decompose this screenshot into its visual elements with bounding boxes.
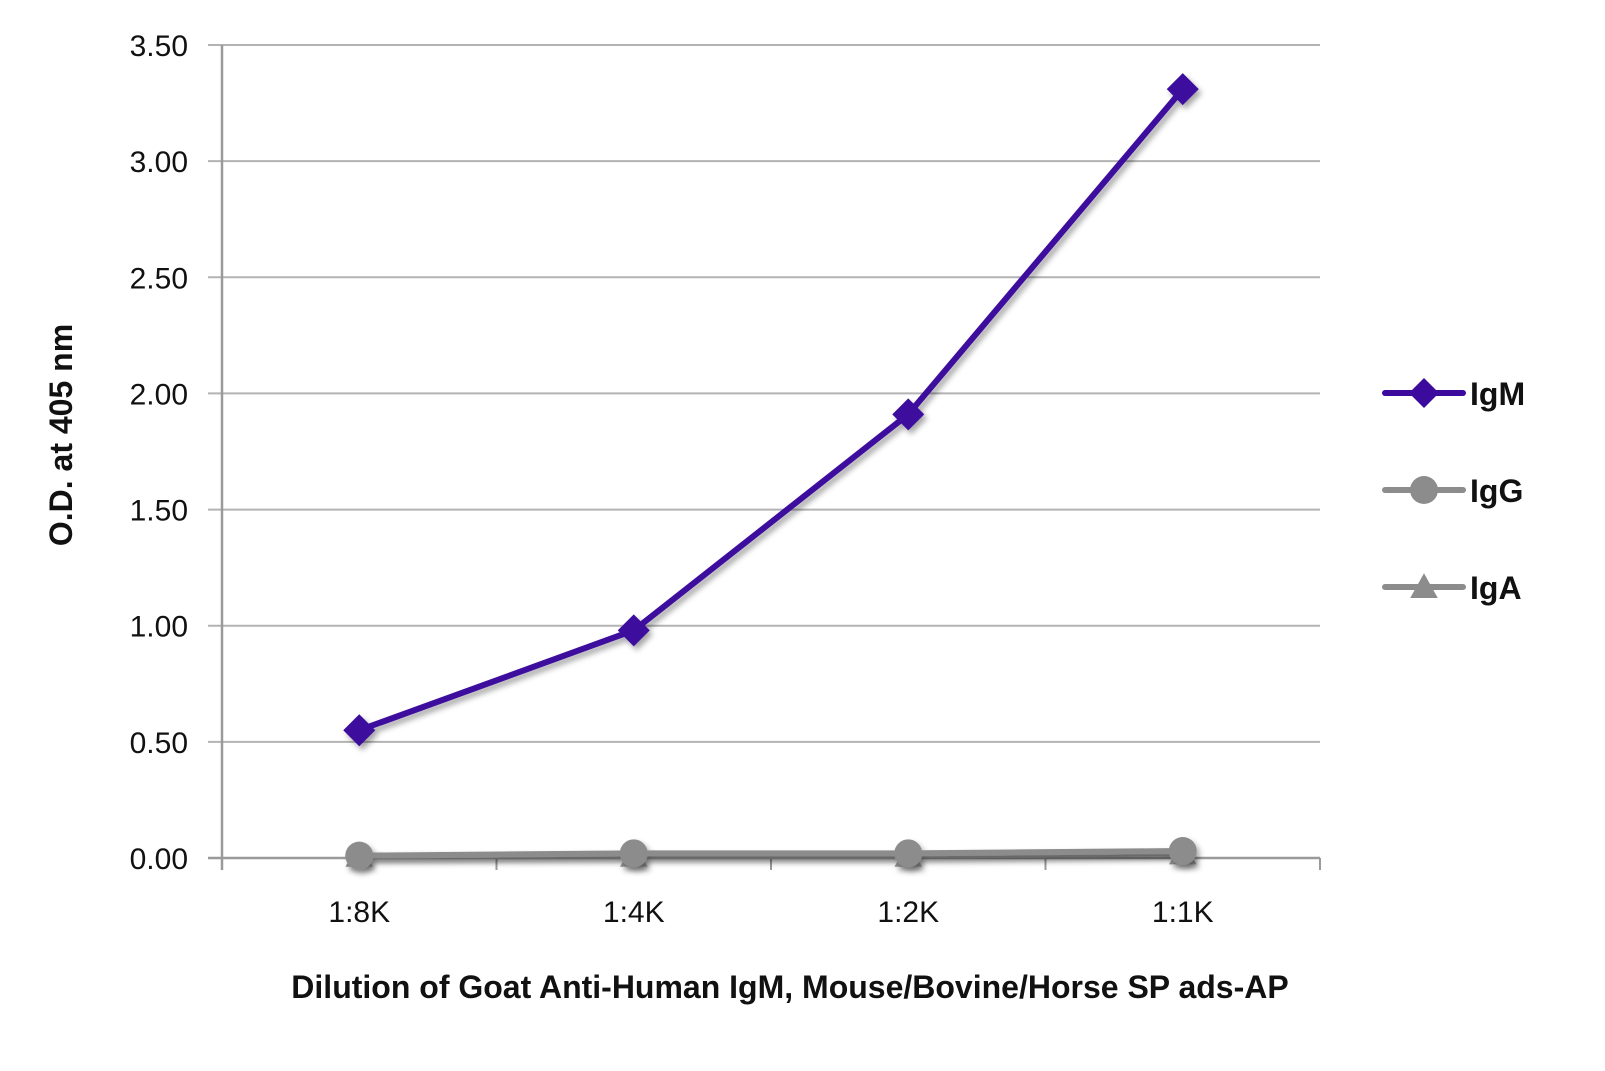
data-point-diamond xyxy=(617,614,650,647)
data-point-circle xyxy=(619,839,648,868)
y-tick-label: 3.00 xyxy=(130,146,188,179)
x-tick-label: 1:2K xyxy=(877,896,939,929)
legend-label: IgG xyxy=(1470,473,1523,509)
data-point-diamond xyxy=(343,714,376,747)
series-igm xyxy=(343,73,1199,747)
series-group xyxy=(343,73,1199,870)
x-tick-label: 1:8K xyxy=(328,896,390,929)
y-tick-label: 1.50 xyxy=(130,495,188,528)
x-axis-title: Dilution of Goat Anti-Human IgM, Mouse/B… xyxy=(291,969,1288,1005)
y-tick-label: 0.50 xyxy=(130,727,188,760)
legend-item-iga: IgA xyxy=(1382,570,1522,606)
axes: 0.00 0.50 1.00 1.50 2.00 2.50 3.00 3.50 1:8K 1:4K… xyxy=(130,30,1321,929)
legend-item-igm: IgM xyxy=(1382,376,1525,412)
data-point-diamond xyxy=(1409,378,1439,408)
y-tick-label: 2.50 xyxy=(130,262,188,295)
y-tick-label: 0.00 xyxy=(130,843,188,876)
data-point-circle xyxy=(345,841,374,870)
legend: IgM IgG IgA xyxy=(1382,376,1525,606)
data-point-triangle xyxy=(1410,573,1438,599)
y-axis-title: O.D. at 405 nm xyxy=(43,324,79,546)
x-tick-label: 1:4K xyxy=(603,896,665,929)
series-line-igg xyxy=(356,848,1186,859)
series-igg xyxy=(345,837,1197,870)
data-point-diamond xyxy=(1166,73,1199,106)
data-point-circle xyxy=(1168,837,1197,866)
legend-label: IgA xyxy=(1470,570,1522,606)
y-tick-label: 1.00 xyxy=(130,611,188,644)
data-point-circle xyxy=(1410,476,1438,504)
legend-label: IgM xyxy=(1470,376,1525,412)
y-tick-label: 3.50 xyxy=(130,30,188,63)
x-tick-label: 1:1K xyxy=(1152,896,1214,929)
series-line-igm xyxy=(356,86,1186,734)
legend-item-igg: IgG xyxy=(1382,473,1523,509)
data-point-diamond xyxy=(892,398,925,431)
gridlines xyxy=(208,44,1320,743)
data-point-circle xyxy=(894,839,923,868)
y-tick-label: 2.00 xyxy=(130,378,188,411)
